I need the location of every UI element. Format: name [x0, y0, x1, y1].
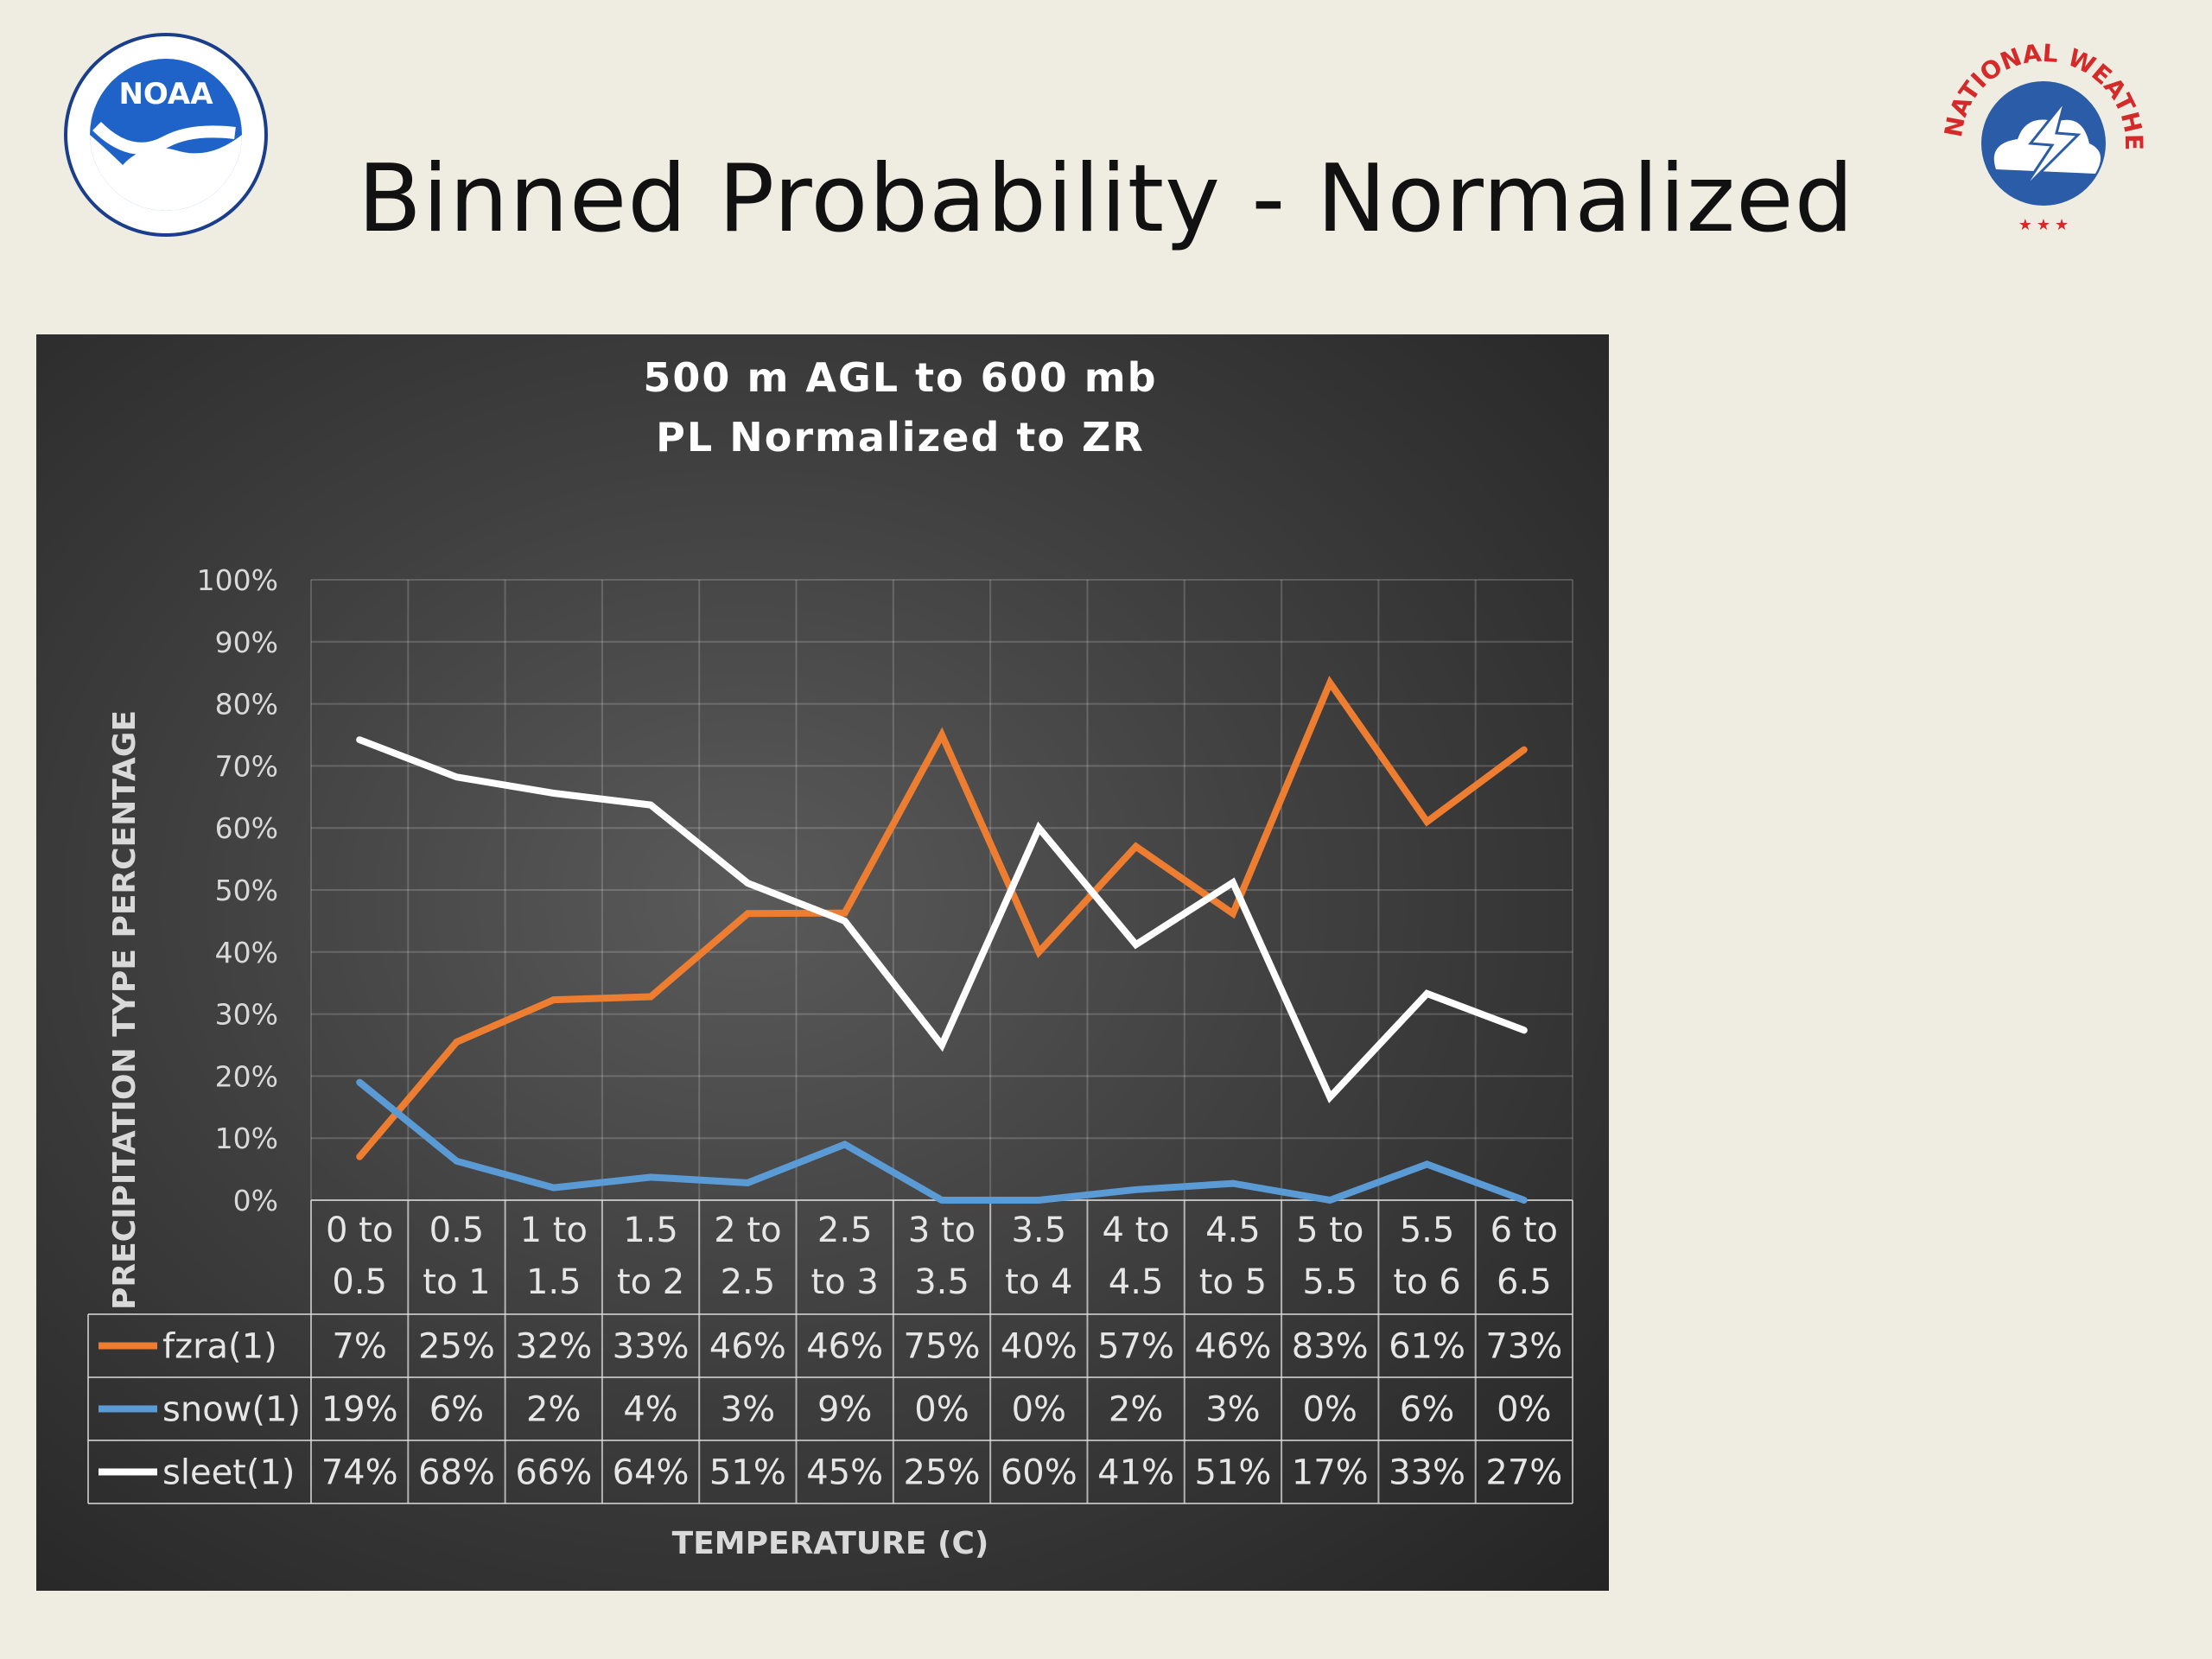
noaa-logo-text: NOAA [118, 77, 213, 111]
data-cell: 6% [1400, 1390, 1454, 1430]
x-category-label: 1 to [520, 1211, 588, 1250]
x-category-label: 2 to [714, 1211, 781, 1250]
y-tick-label: 10% [215, 1122, 278, 1155]
x-category-label: 0 to [326, 1211, 393, 1250]
y-tick-label: 20% [215, 1059, 278, 1093]
data-cell: 0% [914, 1390, 969, 1430]
data-cell: 33% [1389, 1453, 1465, 1493]
y-tick-label: 50% [215, 874, 278, 907]
data-cell: 0% [1302, 1390, 1357, 1430]
legend-label: fzra(1) [162, 1327, 277, 1367]
y-tick-label: 80% [215, 688, 278, 721]
y-tick-label: 0% [233, 1184, 278, 1217]
data-cell: 9% [817, 1390, 872, 1430]
data-cell: 61% [1389, 1327, 1465, 1367]
y-tick-label: 100% [197, 563, 278, 597]
series-line [356, 736, 1528, 1103]
data-cell: 46% [1194, 1327, 1271, 1367]
data-cell: 46% [806, 1327, 883, 1367]
data-cell: 7% [332, 1327, 386, 1367]
y-tick-label: 40% [215, 936, 278, 969]
data-cell: 3% [1205, 1390, 1260, 1430]
data-cell: 2% [526, 1390, 581, 1430]
x-category-label: 5 to [1296, 1211, 1363, 1250]
x-category-label: 4.5 [1205, 1211, 1261, 1250]
data-table: 0 to 0.5 0.5 to 1 1 to 1.5 1.5 to 2 2 to 2.5 2.5 to… [87, 1199, 1573, 1504]
x-category-label: 3.5 [1011, 1211, 1066, 1250]
y-tick-label: 60% [215, 811, 278, 845]
data-cell: 27% [1485, 1453, 1562, 1493]
series-line [356, 1078, 1528, 1205]
data-cell: 33% [613, 1327, 690, 1367]
chart: 500 m AGL to 600 mb PL Normalized to ZR … [87, 354, 1573, 1561]
data-cell: 32% [515, 1327, 592, 1367]
y-axis-label: PRECIPITATION TYPE PERCENTAGE [107, 710, 143, 1310]
legend-label: snow(1) [162, 1390, 301, 1430]
x-category-label: 3.5 [914, 1262, 969, 1302]
data-cell: 51% [709, 1453, 786, 1493]
chart-title-line2: PL Normalized to ZR [656, 414, 1145, 461]
x-category-label: 1.5 [526, 1262, 582, 1302]
data-cell: 46% [709, 1327, 786, 1367]
data-cell: 17% [1292, 1453, 1369, 1493]
nws-logo: NATIONAL WEATHER SERVICE ★ ★ ★ [1936, 31, 2148, 233]
x-category-label: 0.5 [429, 1211, 485, 1250]
series-line [356, 675, 1528, 1160]
legend-label: sleet(1) [162, 1453, 296, 1493]
x-category-label: to 3 [811, 1262, 879, 1302]
data-cell: 0% [1497, 1390, 1551, 1430]
x-category-label: 2.5 [721, 1262, 776, 1302]
slide-title: Binned Probability - Normalized [357, 145, 1855, 253]
y-tick-label: 90% [215, 626, 278, 659]
data-cell: 25% [904, 1453, 981, 1493]
x-category-label: 0.5 [332, 1262, 387, 1302]
y-tick-label: 70% [215, 749, 278, 783]
data-cell: 68% [418, 1453, 495, 1493]
data-cell: 66% [515, 1453, 592, 1493]
data-cell: 73% [1485, 1327, 1562, 1367]
x-category-label: 5.5 [1400, 1211, 1455, 1250]
y-tick-label: 30% [215, 998, 278, 1032]
data-cell: 25% [418, 1327, 495, 1367]
data-cell: 83% [1292, 1327, 1369, 1367]
data-cell: 41% [1097, 1453, 1174, 1493]
noaa-logo: NOAA [64, 33, 268, 237]
data-cell: 6% [429, 1390, 484, 1430]
data-cell: 4% [623, 1390, 677, 1430]
data-cell: 19% [321, 1390, 398, 1430]
x-category-label: 5.5 [1302, 1262, 1357, 1302]
data-cell: 57% [1097, 1327, 1174, 1367]
x-category-label: 4.5 [1109, 1262, 1164, 1302]
data-cell: 60% [1001, 1453, 1077, 1493]
x-category-label: to 2 [617, 1262, 684, 1302]
x-category-label: 4 to [1102, 1211, 1169, 1250]
data-cell: 3% [721, 1390, 775, 1430]
nws-logo-stars: ★ ★ ★ [2018, 216, 2069, 233]
data-cell: 51% [1194, 1453, 1271, 1493]
data-cell: 2% [1109, 1390, 1163, 1430]
x-axis-label: TEMPERATURE (C) [672, 1526, 989, 1561]
data-cell: 64% [613, 1453, 690, 1493]
chart-title-line1: 500 m AGL to 600 mb [643, 354, 1157, 401]
data-cell: 75% [904, 1327, 981, 1367]
x-category-label: to 4 [1005, 1262, 1072, 1302]
x-category-label: to 5 [1199, 1262, 1267, 1302]
x-category-label: 6 to [1491, 1211, 1558, 1250]
x-category-label: 1.5 [623, 1211, 678, 1250]
x-category-label: to 6 [1393, 1262, 1460, 1302]
gridlines [310, 579, 1573, 1201]
x-category-label: 3 to [908, 1211, 976, 1250]
data-cell: 40% [1001, 1327, 1077, 1367]
x-category-label: 6.5 [1497, 1262, 1552, 1302]
data-cell: 74% [321, 1453, 398, 1493]
data-cell: 0% [1012, 1390, 1066, 1430]
chart-panel: 500 m AGL to 600 mb PL Normalized to ZR … [36, 334, 1609, 1591]
y-tick-labels: 0% 10% 20% 30% 40% 50% 60% 70% 80% 90% 100% [197, 563, 278, 1217]
data-cell: 45% [806, 1453, 883, 1493]
series-lines [356, 675, 1528, 1205]
x-category-label: 2.5 [817, 1211, 873, 1250]
x-category-label: to 1 [423, 1262, 490, 1302]
